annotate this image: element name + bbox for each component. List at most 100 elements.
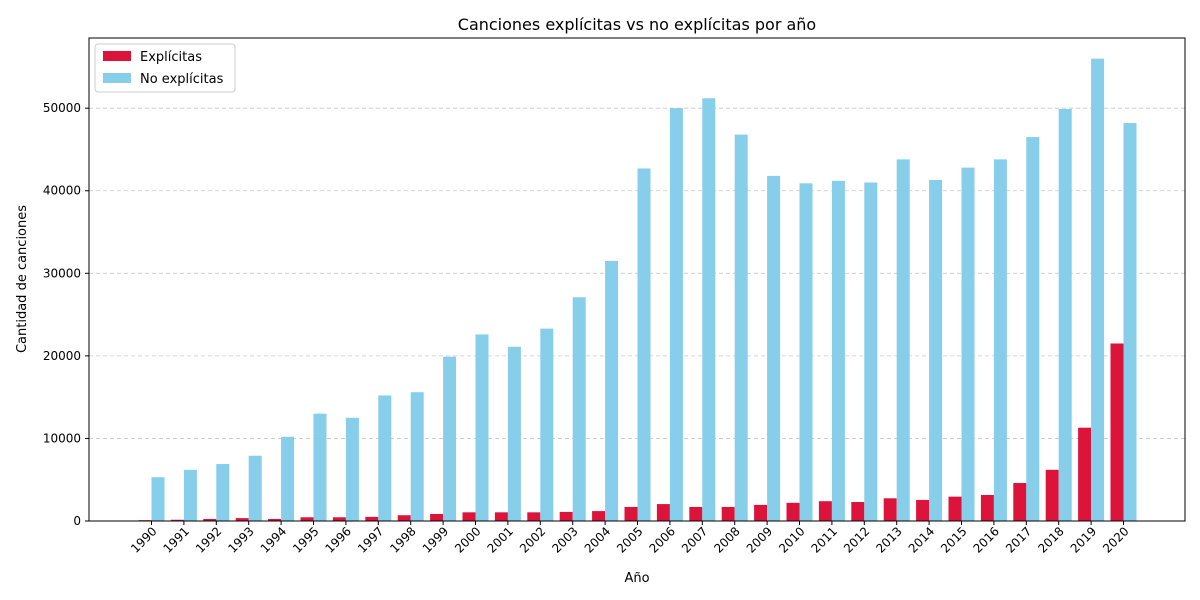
y-tick-label: 50000 (43, 101, 81, 115)
x-tick-label: 1994 (258, 524, 289, 555)
x-tick-label: 2002 (517, 524, 548, 555)
x-tick-label: 2018 (1035, 524, 1066, 555)
x-tick-label: 2019 (1068, 524, 1099, 555)
x-tick-label: 2015 (938, 524, 969, 555)
bar-explicitas-2007 (689, 506, 703, 521)
bar-explicitas-1994 (268, 518, 282, 521)
x-axis-label: Año (624, 571, 649, 586)
x-tick-label: 2003 (549, 524, 580, 555)
bar-explicitas-2016 (980, 494, 994, 521)
bar-no-explicitas-2005 (637, 168, 651, 521)
bar-no-explicitas-2018 (1058, 109, 1072, 521)
bar-explicitas-1999 (430, 513, 444, 521)
bar-no-explicitas-2002 (540, 328, 554, 521)
plot-frame (88, 37, 1186, 522)
x-tick-label: 2004 (582, 524, 613, 555)
bar-explicitas-2010 (786, 502, 800, 521)
bar-no-explicitas-1995 (313, 413, 327, 521)
x-tick-label: 2000 (452, 524, 483, 555)
y-axis-label: Cantidad de canciones (15, 205, 30, 353)
bar-explicitas-2020 (1110, 343, 1124, 521)
y-tick-label: 0 (73, 514, 81, 528)
bar-explicitas-1995 (300, 517, 314, 521)
x-tick-label: 2007 (679, 524, 710, 555)
bar-explicitas-2019 (1078, 427, 1092, 521)
x-tick-label: 1998 (387, 524, 418, 555)
x-tick-label: 2012 (841, 524, 872, 555)
x-tick-label: 1993 (225, 524, 256, 555)
bar-no-explicitas-1991 (183, 469, 197, 521)
bar-explicitas-2017 (1013, 483, 1027, 521)
bar-explicitas-1992 (203, 518, 217, 521)
bar-explicitas-2000 (462, 512, 476, 521)
bar-no-explicitas-1993 (248, 455, 262, 521)
x-axis-ticks: 1990 1991 1992 1993 1994 1995 1996 1997 1998 1999… (128, 521, 1132, 556)
bar-no-explicitas-2006 (669, 108, 683, 521)
bar-explicitas-2018 (1045, 469, 1059, 521)
x-tick-label: 1995 (290, 524, 321, 555)
bar-no-explicitas-2000 (475, 334, 489, 521)
y-tick-label: 30000 (43, 266, 81, 280)
bar-explicitas-2014 (916, 499, 930, 521)
x-tick-label: 2001 (485, 524, 516, 555)
bar-explicitas-2008 (721, 506, 735, 521)
bar-explicitas-2012 (851, 502, 865, 521)
legend-swatch-explicitas (103, 51, 131, 61)
y-tick-label: 20000 (43, 349, 81, 363)
bar-no-explicitas-2014 (929, 180, 943, 521)
x-tick-label: 1996 (323, 524, 354, 555)
chart-title: Canciones explícitas vs no explícitas po… (458, 15, 816, 34)
bar-explicitas-2002 (527, 512, 541, 521)
legend-label-no-explicitas: No explícitas (140, 72, 224, 87)
bar-explicitas-2001 (494, 512, 508, 521)
bar-no-explicitas-1994 (281, 436, 295, 521)
bar-explicitas-2006 (656, 504, 670, 521)
bar-no-explicitas-2001 (507, 346, 521, 521)
bar-no-explicitas-1992 (216, 464, 230, 521)
bar-no-explicitas-2009 (767, 175, 781, 521)
bar-explicitas-2004 (592, 511, 606, 521)
bar-no-explicitas-2003 (572, 297, 586, 521)
bar-explicitas-1996 (332, 517, 346, 521)
x-tick-label: 2011 (809, 524, 840, 555)
bar-no-explicitas-2019 (1091, 58, 1105, 522)
bar-explicitas-1998 (397, 515, 411, 521)
bar-no-explicitas-2020 (1123, 123, 1137, 522)
x-tick-label: 1990 (128, 524, 159, 555)
bar-no-explicitas-2012 (864, 182, 878, 521)
bar-no-explicitas-2013 (896, 159, 910, 521)
bar-no-explicitas-1999 (443, 356, 457, 521)
x-tick-label: 1991 (161, 524, 192, 555)
x-tick-label: 2017 (1003, 524, 1034, 555)
y-axis-ticks: 0 10000 20000 30000 40000 50000 (43, 101, 89, 528)
bar-explicitas-2009 (754, 504, 768, 521)
bar-no-explicitas-1996 (345, 417, 359, 521)
bar-explicitas-1993 (235, 518, 249, 521)
legend-label-explicitas: Explícitas (140, 50, 202, 65)
y-tick-label: 40000 (43, 184, 81, 198)
bar-explicitas-2003 (559, 511, 573, 521)
y-tick-label: 10000 (43, 431, 81, 445)
bar-no-explicitas-2010 (799, 183, 813, 522)
bar-explicitas-2013 (883, 498, 897, 521)
x-tick-label: 2020 (1100, 524, 1131, 555)
x-tick-label: 1992 (193, 524, 224, 555)
bar-no-explicitas-2016 (993, 159, 1007, 521)
bar-explicitas-2005 (624, 506, 638, 521)
x-tick-label: 2005 (614, 524, 645, 555)
x-tick-label: 2008 (711, 524, 742, 555)
grid-lines (89, 107, 1185, 439)
x-tick-label: 1997 (355, 524, 386, 555)
bar-no-explicitas-1990 (151, 477, 165, 521)
legend: Explícitas No explícitas (94, 43, 236, 93)
bar-explicitas-2011 (818, 501, 832, 521)
x-tick-label: 2016 (971, 524, 1002, 555)
bar-explicitas-2015 (948, 496, 962, 521)
legend-swatch-no-explicitas (103, 73, 131, 83)
x-tick-label: 2009 (744, 524, 775, 555)
x-tick-label: 2013 (873, 524, 904, 555)
bar-no-explicitas-2007 (702, 98, 716, 522)
bar-no-explicitas-1997 (378, 395, 392, 521)
